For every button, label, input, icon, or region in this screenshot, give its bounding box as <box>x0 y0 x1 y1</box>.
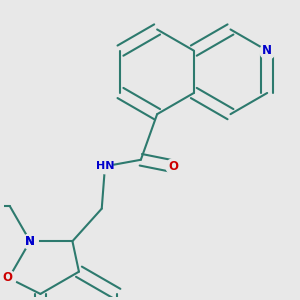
Text: O: O <box>3 271 13 284</box>
Text: O: O <box>168 160 178 173</box>
Text: N: N <box>25 235 35 248</box>
Text: HN: HN <box>96 161 114 171</box>
Text: N: N <box>25 235 35 248</box>
Text: N: N <box>262 44 272 57</box>
